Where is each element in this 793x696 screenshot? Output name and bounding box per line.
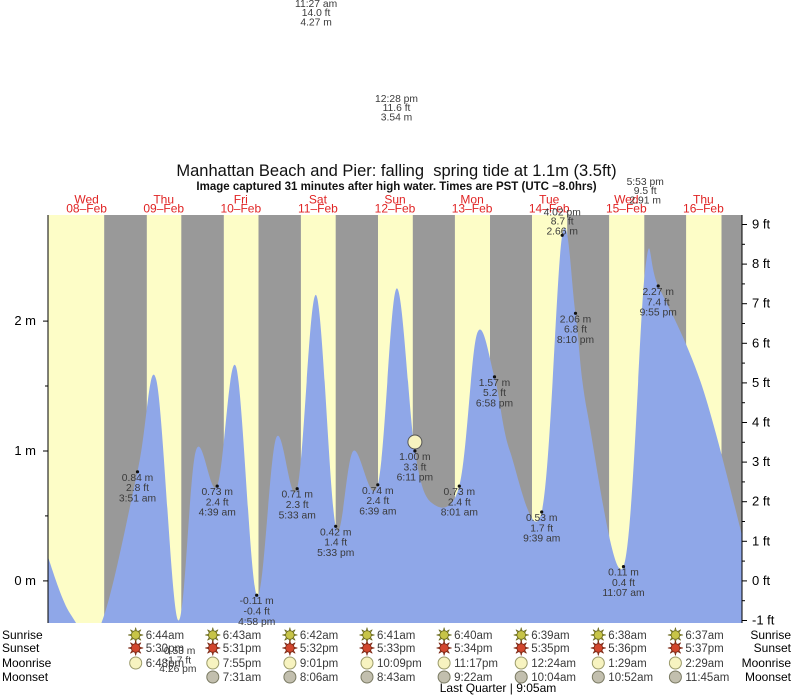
- svg-text:0 m: 0 m: [14, 573, 36, 588]
- svg-text:Moonset: Moonset: [745, 670, 792, 684]
- svg-text:6:40am: 6:40am: [454, 630, 492, 642]
- svg-text:7:55pm: 7:55pm: [223, 658, 261, 670]
- svg-text:3:51 am: 3:51 am: [119, 493, 156, 504]
- svg-text:2 m: 2 m: [14, 313, 36, 328]
- svg-text:4.27 m: 4.27 m: [300, 18, 331, 29]
- svg-text:0 ft: 0 ft: [752, 573, 770, 588]
- svg-text:1 m: 1 m: [14, 443, 36, 458]
- svg-text:2.66 m: 2.66 m: [546, 226, 577, 237]
- svg-text:1 ft: 1 ft: [752, 533, 770, 548]
- svg-text:Last Quarter | 9:05am: Last Quarter | 9:05am: [440, 681, 557, 695]
- svg-text:5:37pm: 5:37pm: [685, 643, 723, 655]
- svg-text:2 ft: 2 ft: [752, 494, 770, 509]
- svg-text:5 ft: 5 ft: [752, 375, 770, 390]
- svg-text:6:39am: 6:39am: [531, 630, 569, 642]
- svg-text:4:58 pm: 4:58 pm: [238, 617, 275, 628]
- svg-text:5:31pm: 5:31pm: [223, 643, 261, 655]
- svg-text:5:33pm: 5:33pm: [377, 643, 415, 655]
- svg-text:8 ft: 8 ft: [752, 256, 770, 271]
- svg-text:6:39 am: 6:39 am: [359, 506, 396, 517]
- svg-text:11–Feb: 11–Feb: [298, 202, 338, 216]
- svg-text:9:39 am: 9:39 am: [523, 534, 560, 545]
- svg-text:Sunrise: Sunrise: [2, 628, 43, 642]
- svg-text:16–Feb: 16–Feb: [683, 202, 724, 216]
- svg-text:1:29am: 1:29am: [608, 658, 646, 670]
- svg-text:5:33 pm: 5:33 pm: [317, 548, 354, 559]
- svg-text:7 ft: 7 ft: [752, 296, 770, 311]
- svg-text:8:43am: 8:43am: [377, 672, 415, 684]
- svg-text:8:10 pm: 8:10 pm: [557, 335, 594, 346]
- svg-text:Moonrise: Moonrise: [742, 656, 792, 670]
- svg-text:8:01 am: 8:01 am: [441, 508, 478, 519]
- svg-text:12–Feb: 12–Feb: [375, 202, 416, 216]
- svg-text:4 ft: 4 ft: [752, 415, 770, 430]
- svg-text:9:55 pm: 9:55 pm: [640, 308, 677, 319]
- svg-text:5:30pm: 5:30pm: [146, 643, 184, 655]
- svg-text:5:33 am: 5:33 am: [279, 510, 316, 521]
- svg-text:Moonset: Moonset: [2, 670, 49, 684]
- svg-text:3 ft: 3 ft: [752, 454, 770, 469]
- svg-text:9:01pm: 9:01pm: [300, 658, 338, 670]
- svg-text:2.91 m: 2.91 m: [629, 196, 660, 207]
- svg-text:6:41am: 6:41am: [377, 630, 415, 642]
- svg-text:4:39 am: 4:39 am: [199, 508, 236, 519]
- svg-text:5:32pm: 5:32pm: [300, 643, 338, 655]
- svg-text:5:36pm: 5:36pm: [608, 643, 646, 655]
- svg-text:10:52am: 10:52am: [608, 672, 653, 684]
- svg-text:6:38am: 6:38am: [608, 630, 646, 642]
- svg-text:Sunset: Sunset: [2, 641, 40, 655]
- svg-text:6:48pm: 6:48pm: [146, 658, 184, 670]
- svg-text:11:45am: 11:45am: [685, 672, 729, 684]
- svg-text:13–Feb: 13–Feb: [452, 202, 493, 216]
- svg-text:12:24am: 12:24am: [531, 658, 576, 670]
- svg-text:Sunrise: Sunrise: [750, 628, 791, 642]
- svg-text:2:29am: 2:29am: [685, 658, 723, 670]
- svg-text:09–Feb: 09–Feb: [143, 202, 184, 216]
- svg-text:3.54 m: 3.54 m: [381, 113, 412, 124]
- svg-text:10:09pm: 10:09pm: [377, 658, 422, 670]
- svg-text:6:42am: 6:42am: [300, 630, 338, 642]
- svg-text:6:43am: 6:43am: [223, 630, 261, 642]
- svg-text:Sunset: Sunset: [754, 641, 792, 655]
- svg-text:6:44am: 6:44am: [146, 630, 184, 642]
- svg-text:11:17pm: 11:17pm: [454, 658, 498, 670]
- svg-text:6:11 pm: 6:11 pm: [397, 473, 433, 484]
- svg-text:-1 ft: -1 ft: [752, 613, 775, 628]
- svg-text:08–Feb: 08–Feb: [66, 202, 107, 216]
- svg-text:Moonrise: Moonrise: [2, 656, 52, 670]
- svg-text:6:37am: 6:37am: [685, 630, 723, 642]
- svg-text:6 ft: 6 ft: [752, 335, 770, 350]
- svg-text:11:07 am: 11:07 am: [602, 588, 644, 599]
- svg-text:10–Feb: 10–Feb: [220, 202, 261, 216]
- svg-text:9 ft: 9 ft: [752, 217, 770, 232]
- svg-text:5:34pm: 5:34pm: [454, 643, 492, 655]
- svg-text:5:35pm: 5:35pm: [531, 643, 569, 655]
- svg-text:6:58 pm: 6:58 pm: [476, 399, 513, 410]
- svg-text:7:31am: 7:31am: [223, 672, 261, 684]
- svg-text:8:06am: 8:06am: [300, 672, 338, 684]
